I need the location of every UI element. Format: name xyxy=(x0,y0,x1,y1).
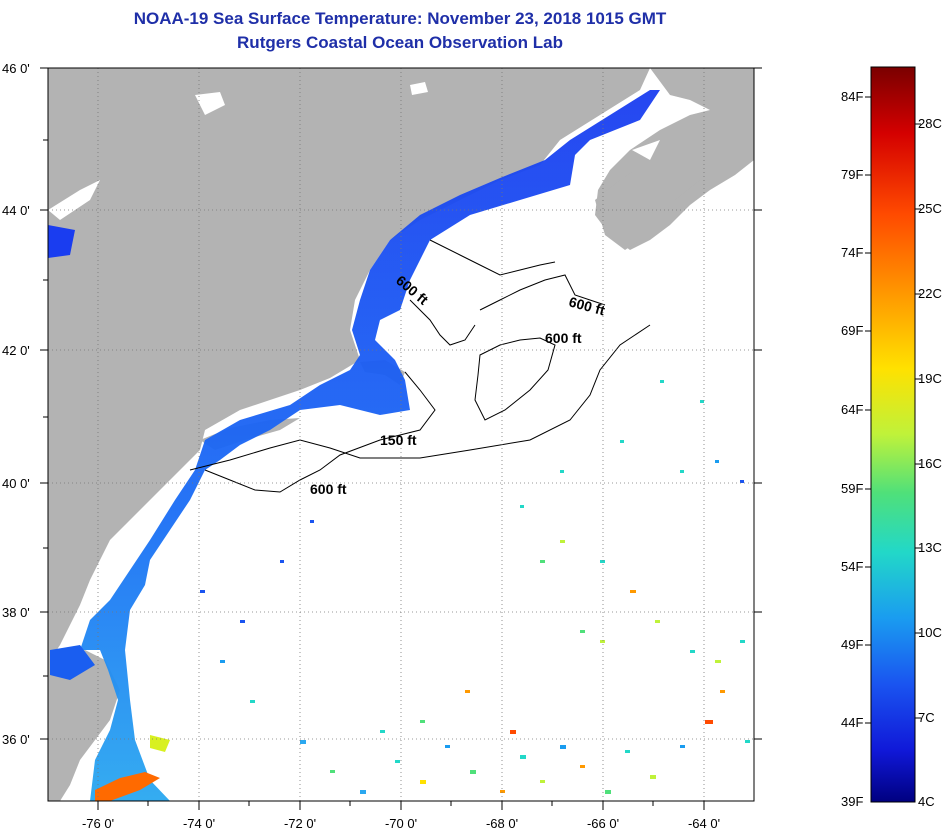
colorbar-label-f: 44F xyxy=(841,715,864,730)
colorbar-label-c: 16C xyxy=(918,456,942,471)
colorbar-label-c: 25C xyxy=(918,201,942,216)
lat-tick-label: 46 0' xyxy=(2,61,30,76)
colorbar-ticks xyxy=(865,96,921,724)
sst-speckles xyxy=(200,380,750,794)
colorbar-label-f: 69F xyxy=(841,323,864,338)
contour-label: 600 ft xyxy=(545,330,582,346)
temperature-colorbar xyxy=(870,66,916,803)
colorbar-label-c: 7C xyxy=(918,710,935,725)
colorbar-label-f: 39F xyxy=(841,794,864,809)
lat-tick-label: 38 0' xyxy=(2,605,30,620)
lon-tick-label: -76 0' xyxy=(82,816,114,831)
colorbar-label-f: 59F xyxy=(841,481,864,496)
colorbar-label-c: 22C xyxy=(918,286,942,301)
lon-tick-label: -70 0' xyxy=(385,816,417,831)
colorbar-label-f: 64F xyxy=(841,402,864,417)
colorbar-label-f: 84F xyxy=(841,89,864,104)
colorbar-label-c: 28C xyxy=(918,116,942,131)
map-subtitle: Rutgers Coastal Ocean Observation Lab xyxy=(237,33,563,52)
contour-label: 150 ft xyxy=(380,432,417,448)
lon-tick-label: -66 0' xyxy=(587,816,619,831)
colorbar-label-f: 54F xyxy=(841,559,864,574)
colorbar-label-c: 4C xyxy=(918,794,935,809)
colorbar-label-f: 49F xyxy=(841,637,864,652)
lon-tick-label: -64 0' xyxy=(688,816,720,831)
tick-marks xyxy=(40,67,762,810)
colorbar-label-c: 13C xyxy=(918,540,942,555)
mid-atlantic-land xyxy=(48,650,120,801)
lat-tick-label: 36 0' xyxy=(2,732,30,747)
colorbar-label-c: 19C xyxy=(918,371,942,386)
colorbar-label-f: 79F xyxy=(841,167,864,182)
lat-tick-label: 44 0' xyxy=(2,203,30,218)
lon-tick-label: -74 0' xyxy=(183,816,215,831)
colorbar-label-f: 74F xyxy=(841,245,864,260)
lat-tick-label: 42 0' xyxy=(2,343,30,358)
colorbar-label-c: 10C xyxy=(918,625,942,640)
bathymetry-contours xyxy=(189,239,651,493)
us-land xyxy=(48,68,650,660)
lon-tick-label: -68 0' xyxy=(486,816,518,831)
lat-tick-label: 40 0' xyxy=(2,476,30,491)
contour-label: 600 ft xyxy=(310,481,347,497)
map-title: NOAA-19 Sea Surface Temperature: Novembe… xyxy=(133,9,667,28)
lon-tick-label: -72 0' xyxy=(284,816,316,831)
